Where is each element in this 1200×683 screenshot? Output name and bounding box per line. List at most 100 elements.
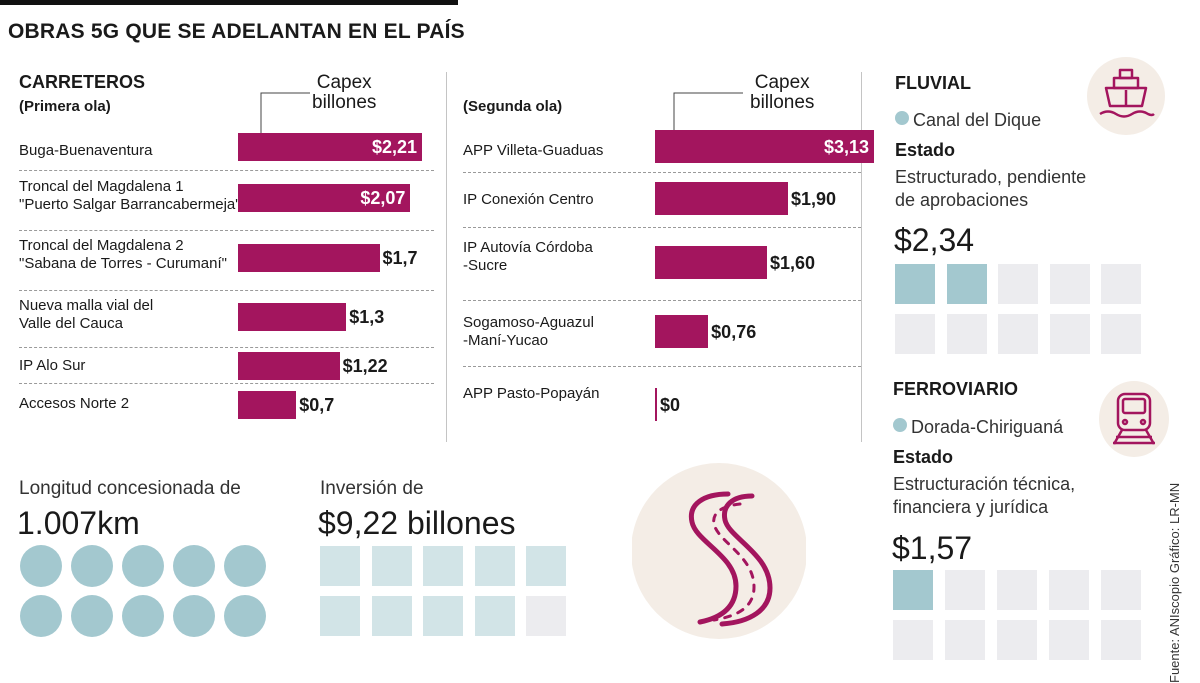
source-credit: Fuente: ANIscopio Gráfico: LR-MN (1167, 482, 1182, 683)
bar-category-label-line: APP Pasto-Popayán (463, 385, 600, 402)
investment-square (474, 596, 515, 636)
ferroviario-project-name: Dorada-Chiriguaná (911, 417, 1064, 437)
investment-square (423, 596, 463, 636)
bar-category-label-line: Sogamoso-Aguazul (463, 314, 594, 331)
bar-category-label-line: Troncal del Magdalena 1 (19, 178, 184, 195)
bar-category-label-line: Accesos Norte 2 (19, 395, 130, 412)
chart-first-wave: Buga-Buenaventura $2,21 Troncal del Magdal… (0, 0, 446, 440)
chart-second-wave: APP Villeta-Guaduas $3,13 IP Conexión Cent… (0, 0, 874, 440)
row-divider (19, 383, 434, 384)
length-dot (71, 545, 113, 587)
fluvial-square (998, 314, 1038, 354)
length-label: Longitud concesionada de (19, 478, 241, 499)
ferroviario-square (1049, 620, 1089, 660)
investment-square (371, 596, 412, 636)
bar-category-label: Troncal del Magdalena 1 "Puerto Salgar B… (19, 178, 241, 214)
bar (655, 130, 874, 163)
investment-square (320, 596, 360, 636)
fluvial-project: Canal del Dique (895, 110, 1041, 131)
bar-category-label: IP Alo Sur (19, 357, 85, 375)
ferroviario-square (1101, 570, 1141, 610)
carreteros-heading: CARRETEROS (19, 72, 146, 92)
bar-category-label-line: IP Autovía Córdoba (463, 239, 593, 256)
bar-category-label-line: Troncal del Magdalena 2 (19, 237, 184, 254)
bar-category-label: Troncal del Magdalena 2 "Sabana de Torres… (19, 237, 227, 273)
row-divider (19, 347, 434, 348)
fluvial-heading: FLUVIAL (895, 73, 971, 93)
ferroviario-square (893, 620, 933, 660)
row-divider (19, 230, 434, 231)
column-divider (861, 72, 862, 442)
column-divider (446, 72, 447, 442)
fluvial-square (895, 314, 935, 354)
length-dots (20, 545, 270, 645)
bar-category-label-line: -Sucre (463, 257, 508, 274)
length-dot (71, 595, 113, 637)
bar-category-label-line: IP Alo Sur (19, 357, 86, 374)
road-icon (632, 463, 806, 639)
bullet-icon (893, 418, 907, 432)
length-dot (20, 545, 62, 587)
fluvial-squares (895, 264, 1155, 364)
bar-value-label: $0,76 (711, 321, 757, 342)
ferroviario-squares (893, 570, 1153, 670)
investment-square (371, 546, 412, 586)
length-dot (122, 595, 164, 637)
bar-value-label: $2,21 (372, 137, 418, 157)
ferroviario-square (997, 570, 1037, 610)
bar-value-label: $1,7 (382, 248, 418, 268)
bar-category-label-line: -Maní-Yucao (463, 332, 549, 349)
bar (238, 352, 340, 380)
bar-category-label-line: Buga-Buenaventura (19, 142, 153, 159)
bullet-icon (895, 111, 909, 125)
capex-label-line: Capex (754, 72, 810, 93)
ferroviario-heading: FERROVIARIO (893, 379, 1019, 399)
investment-label: Inversión de (320, 478, 424, 499)
fluvial-value: $2,34 (894, 222, 975, 258)
investment-square (320, 546, 360, 586)
bar-category-label-line: "Puerto Salgar Barrancabermeja" (19, 196, 241, 213)
ferroviario-square (945, 570, 985, 610)
row-divider (463, 172, 861, 173)
fluvial-square (1101, 314, 1141, 354)
ferroviario-square (1101, 620, 1141, 660)
fluvial-estado-label: Estado (895, 140, 956, 160)
bar (655, 182, 788, 215)
row-divider (463, 227, 861, 228)
fluvial-square (1101, 264, 1141, 304)
length-dot (20, 595, 62, 637)
bar (238, 244, 380, 272)
fluvial-project-name: Canal del Dique (913, 110, 1042, 130)
investment-square (526, 596, 566, 636)
train-icon (1099, 381, 1169, 457)
bar-category-label: APP Villeta-Guaduas (463, 142, 603, 160)
bar (238, 184, 411, 212)
second-wave-label: (Segunda ola) (463, 98, 563, 115)
fluvial-square (946, 314, 987, 354)
length-dot (224, 595, 266, 637)
bar-value-label: $1,60 (769, 252, 815, 273)
bar (655, 315, 709, 348)
page-title: OBRAS 5G QUE SE ADELANTAN EN EL PAÍS (8, 20, 465, 43)
length-dot (173, 595, 215, 637)
investment-square (474, 546, 515, 586)
length-value: 1.007km (17, 505, 140, 541)
bar-value-label: $2,07 (360, 188, 406, 208)
bar-value-label: $1,90 (790, 188, 836, 209)
row-divider (463, 366, 861, 367)
bar-category-label-line: APP Villeta-Guaduas (463, 142, 604, 159)
bar-category-label-line: IP Conexión Centro (463, 191, 594, 208)
ferroviario-square (945, 620, 985, 660)
ship-icon (1087, 57, 1165, 135)
top-rule (0, 0, 458, 5)
fluvial-estado-line2: de aprobaciones (895, 190, 1029, 210)
bar (238, 133, 422, 161)
length-dot (224, 545, 266, 587)
bar-category-label: Buga-Buenaventura (19, 142, 152, 160)
bar-value-label: $0,7 (299, 395, 335, 415)
length-dot (173, 545, 215, 587)
bar-category-label-line: Valle del Cauca (19, 315, 123, 332)
bar-value-label: $0 (660, 394, 681, 415)
bar-category-label: APP Pasto-Popayán (463, 385, 599, 403)
ferroviario-estado-line1: Estructuración técnica, (893, 474, 1076, 494)
